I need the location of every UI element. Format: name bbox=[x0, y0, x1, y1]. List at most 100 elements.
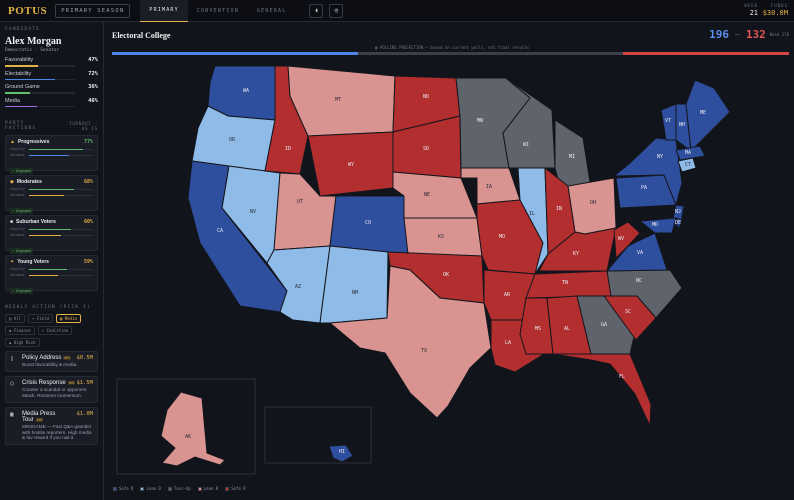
scale-icon: ◆ bbox=[10, 179, 14, 185]
filter-chip[interactable]: → Field bbox=[28, 314, 53, 323]
state-nm[interactable] bbox=[319, 245, 389, 324]
action-cost: $1.5M bbox=[76, 379, 93, 386]
faction-turnout-fill bbox=[28, 154, 69, 156]
state-ky[interactable] bbox=[538, 227, 617, 272]
metric-value: 46% bbox=[88, 97, 98, 104]
scroll-icon: ▯ bbox=[10, 355, 14, 362]
state-label: NM bbox=[352, 290, 358, 296]
state-fl[interactable] bbox=[552, 353, 652, 427]
filter-chip[interactable]: ▲ High Risk bbox=[5, 338, 40, 347]
action-title-row: Crisis Response MO $1.5M bbox=[22, 380, 93, 386]
faction-loyalty-track bbox=[28, 148, 93, 150]
state-label: AK bbox=[185, 434, 191, 440]
faction-loyalty-row: Loyalty bbox=[10, 227, 93, 231]
metric-electability: Electability 72% bbox=[5, 71, 98, 80]
phase-tabs: PRIMARY CONVENTION GENERAL bbox=[140, 0, 295, 22]
tab-primary[interactable]: PRIMARY bbox=[140, 0, 188, 22]
state-label: AZ bbox=[295, 284, 301, 290]
state-ak[interactable] bbox=[160, 391, 226, 467]
state-wi[interactable] bbox=[502, 77, 556, 169]
state-label: NY bbox=[657, 154, 663, 160]
faction-turnout-track bbox=[28, 234, 93, 236]
faction-card[interactable]: ◆ Moderates 68% Loyalty Turnout ✓ Engaged bbox=[5, 175, 98, 214]
legend-swatch bbox=[140, 486, 145, 491]
faction-name: Suburban Voters bbox=[16, 219, 56, 225]
faction-loyalty-track bbox=[28, 188, 93, 190]
action-filters: ▤ All → Field ▣ Media ◆ Finance ✦ Coalition ▲… bbox=[5, 314, 98, 347]
speaker-icon[interactable]: ◖ bbox=[309, 3, 324, 18]
faction-title: ▲ Progressives bbox=[10, 139, 49, 145]
top-bar: POTUS PRIMARY SEASON PRIMARY CONVENTION … bbox=[0, 0, 794, 22]
spark-icon: ✦ bbox=[10, 259, 15, 265]
action-card[interactable]: ○ Crisis Response MO $1.5M Counter a scandal… bbox=[5, 375, 98, 403]
state-label: TN bbox=[562, 280, 568, 286]
tab-general[interactable]: GENERAL bbox=[256, 7, 287, 14]
faction-turnout-label: Turnout bbox=[10, 273, 25, 277]
state-wv[interactable] bbox=[613, 221, 641, 260]
legend-swatch bbox=[167, 486, 172, 491]
engaged-badge: ✓ Engaged bbox=[10, 168, 33, 174]
state-ma[interactable] bbox=[675, 145, 706, 161]
state-md[interactable] bbox=[638, 217, 677, 234]
dem-progress-fill bbox=[112, 52, 359, 55]
legend-swatch bbox=[197, 486, 202, 491]
state-label: OR bbox=[229, 137, 236, 143]
funds-stat: FUNDS $30.0M bbox=[763, 3, 788, 17]
action-name: Media Press Tour bbox=[22, 410, 56, 423]
state-label: WA bbox=[243, 88, 249, 94]
action-name: Crisis Response bbox=[22, 379, 66, 386]
state-mt[interactable] bbox=[287, 65, 396, 137]
state-oh[interactable] bbox=[567, 177, 617, 235]
filter-chip[interactable]: ▣ Media bbox=[55, 314, 81, 323]
state-label: AR bbox=[504, 292, 511, 298]
metric-label: Ground Game bbox=[5, 84, 40, 90]
main-panel: Electoral College ▣ POLLING PROJECTION —… bbox=[105, 22, 794, 500]
metric-value: 36% bbox=[88, 84, 98, 90]
tab-convention[interactable]: CONVENTION bbox=[196, 7, 239, 14]
state-label: OK bbox=[443, 272, 449, 278]
faction-loyalty-fill bbox=[28, 188, 74, 190]
metric-fill bbox=[5, 105, 38, 107]
metric-value: 47% bbox=[88, 57, 98, 63]
action-card[interactable]: ▣ Media Press Tour MG $1.0M MINIGAME — Fast … bbox=[5, 406, 98, 446]
faction-turnout-row: Turnout bbox=[10, 233, 93, 237]
state-az[interactable] bbox=[266, 245, 331, 324]
state-label: FL bbox=[619, 374, 625, 380]
filter-chip[interactable]: ◆ Finance bbox=[5, 326, 35, 335]
filter-chip[interactable]: ▤ All bbox=[5, 314, 26, 323]
metric-label: Media bbox=[5, 97, 20, 104]
metric-fill bbox=[5, 92, 31, 94]
state-nc[interactable] bbox=[604, 269, 683, 319]
faction-loyalty-label: Loyalty bbox=[10, 187, 25, 191]
faction-card[interactable]: ▲ Progressives 77% Loyalty Turnout ✓ Engaged bbox=[5, 135, 98, 174]
state-tx[interactable] bbox=[328, 265, 492, 419]
faction-card[interactable]: ✦ Young Voters 59% Loyalty Turnout ✓ Engaged bbox=[5, 255, 98, 294]
us-electoral-map[interactable]: WA OR CA NV ID MT WY UT AZ CO NM ND SD NE KS OK TX MN IA MO… bbox=[110, 58, 790, 482]
faction-loyalty-fill bbox=[28, 268, 68, 270]
state-label: MI bbox=[569, 154, 575, 160]
state-ct[interactable] bbox=[677, 157, 697, 173]
action-title: Media Press Tour MG bbox=[22, 411, 76, 423]
action-card[interactable]: ▯ Policy Address MO $0.5M Boost favorability… bbox=[5, 351, 98, 372]
action-badge: MO bbox=[67, 380, 76, 385]
state-label: NV bbox=[250, 209, 256, 215]
faction-loyalty-label: Loyalty bbox=[10, 267, 25, 271]
metric-label: Favorability bbox=[5, 57, 34, 63]
state-me[interactable] bbox=[685, 79, 731, 153]
state-label: NH bbox=[679, 122, 685, 128]
state-ga[interactable] bbox=[576, 295, 637, 355]
state-ms[interactable] bbox=[519, 297, 554, 355]
action-description: Counter a scandal or opponent attack. Re… bbox=[22, 386, 87, 398]
faction-loyalty-track bbox=[28, 228, 93, 230]
state-ne[interactable] bbox=[392, 171, 478, 219]
state-hi[interactable] bbox=[328, 444, 354, 463]
settings-icon[interactable]: ◎ bbox=[329, 3, 344, 18]
legend-swatch bbox=[225, 486, 230, 491]
state-label: AL bbox=[564, 326, 570, 332]
action-body: Media Press Tour MG $1.0M MINIGAME — Fast Q… bbox=[22, 411, 93, 442]
faction-list: ▲ Progressives 77% Loyalty Turnout ✓ Engaged ◆… bbox=[5, 135, 98, 294]
need-label: Need 270 bbox=[769, 32, 789, 37]
faction-card[interactable]: ■ Suburban Voters 60% Loyalty Turnout ✓ Engag… bbox=[5, 215, 98, 254]
state-de[interactable] bbox=[675, 217, 683, 232]
filter-chip[interactable]: ✦ Coalition bbox=[37, 326, 73, 335]
